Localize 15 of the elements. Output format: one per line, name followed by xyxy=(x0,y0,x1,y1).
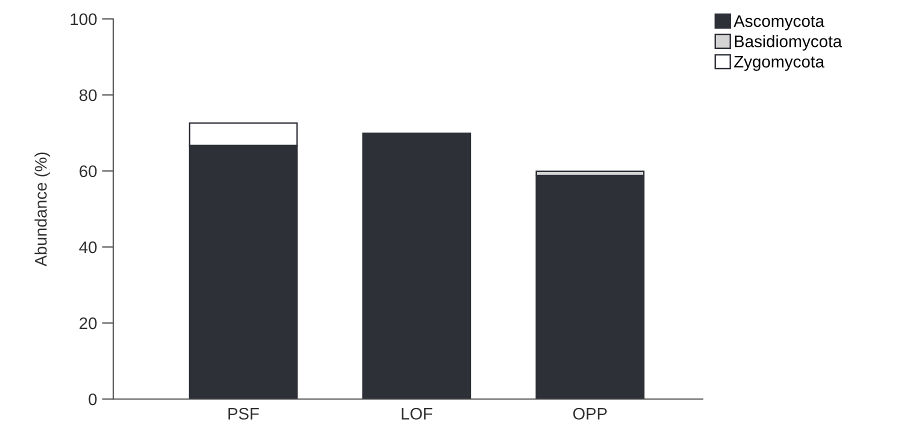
legend-label: Ascomycota xyxy=(734,15,824,30)
y-axis-title: Abundance (%) xyxy=(34,152,50,266)
bar xyxy=(362,132,472,400)
x-tick-label: OPP xyxy=(573,408,607,420)
x-tick-label: LOF xyxy=(402,408,432,420)
y-tick-label: 0 xyxy=(88,393,97,406)
y-tick-label: 60 xyxy=(80,165,97,178)
y-tick-label: 40 xyxy=(79,241,97,254)
y-tick-label: 20 xyxy=(80,317,97,330)
x-tick-label: PSF xyxy=(228,408,259,420)
y-tick-label: 100 xyxy=(70,13,97,26)
y-tick-label: 80 xyxy=(80,89,97,102)
bar xyxy=(536,174,644,400)
legend-label: Zygomycota xyxy=(734,56,824,71)
legend-label: Basidiomycota xyxy=(734,35,842,51)
